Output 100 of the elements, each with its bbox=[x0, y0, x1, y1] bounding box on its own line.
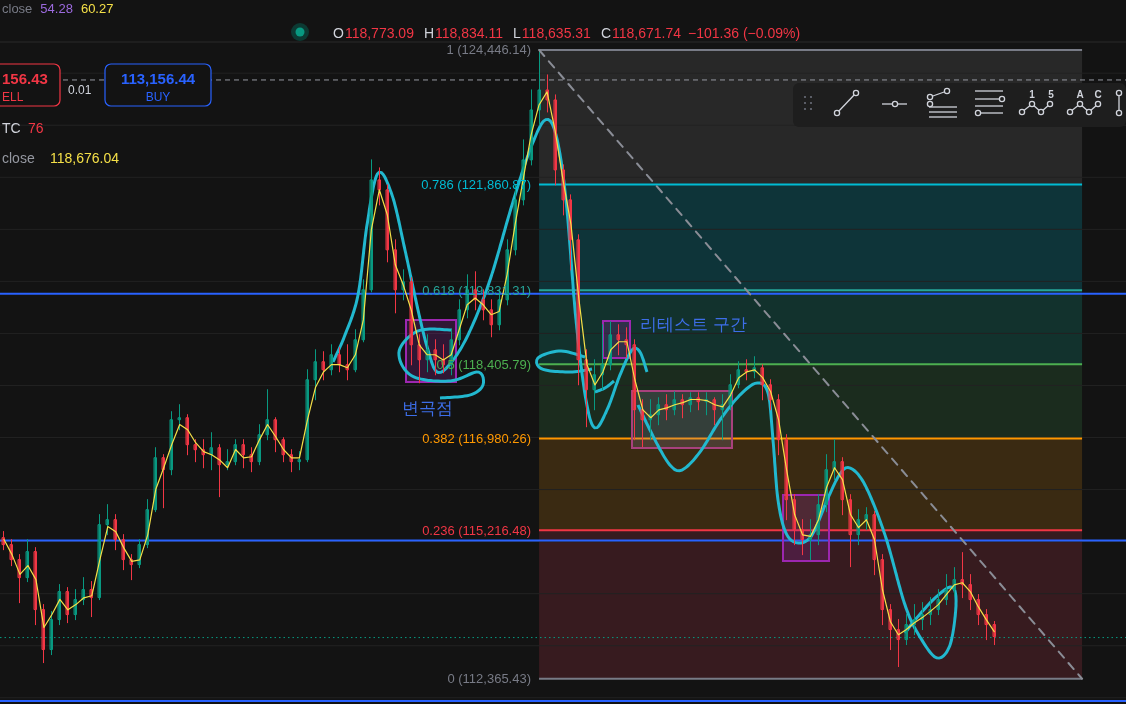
text: 118,834.11 bbox=[435, 25, 504, 41]
candlestick bbox=[306, 369, 309, 463]
candlestick bbox=[577, 234, 580, 386]
ref-line-label: 1 (124,446.14) bbox=[446, 42, 532, 58]
candlestick bbox=[258, 424, 261, 466]
candlestick bbox=[370, 159, 373, 293]
ref-line-label: 0.382 (116,980.26) bbox=[422, 431, 532, 447]
candlestick bbox=[186, 414, 189, 456]
candlestick bbox=[394, 239, 397, 314]
candlestick bbox=[58, 584, 61, 626]
annotation: 5 bbox=[1048, 89, 1055, 100]
candlestick bbox=[18, 554, 21, 604]
annotation: A bbox=[1076, 89, 1084, 100]
text: 118,773.09 bbox=[344, 25, 415, 41]
ref-line-label: 0.236 (115,216.48) bbox=[422, 522, 532, 538]
candlestick bbox=[897, 619, 900, 668]
candlestick bbox=[554, 94, 557, 186]
text: 60.27 bbox=[80, 1, 114, 16]
text: O bbox=[333, 25, 344, 41]
text: L bbox=[513, 25, 522, 41]
candlestick bbox=[649, 399, 652, 441]
candlestick bbox=[322, 351, 325, 381]
candlestick bbox=[346, 344, 349, 381]
candlestick bbox=[338, 347, 341, 373]
text: −101.36 (−0.09%) bbox=[688, 25, 801, 41]
annotation: 76 bbox=[28, 120, 44, 136]
candlestick bbox=[490, 299, 493, 338]
candlestick bbox=[713, 397, 716, 426]
annotation: 1 bbox=[1029, 89, 1036, 100]
candlestick bbox=[721, 394, 724, 441]
annotation: 0.01 bbox=[68, 83, 92, 97]
candlestick bbox=[226, 449, 229, 471]
candlestick bbox=[689, 392, 692, 413]
candlestick bbox=[538, 49, 541, 126]
candlestick bbox=[122, 534, 125, 571]
text: close bbox=[2, 1, 33, 16]
candlestick bbox=[530, 89, 533, 166]
annotation: 변곡점 bbox=[402, 399, 453, 418]
candlestick bbox=[585, 349, 588, 428]
candlestick bbox=[114, 514, 117, 551]
candlestick bbox=[809, 519, 812, 561]
candlestick bbox=[378, 167, 381, 206]
candlestick bbox=[929, 597, 932, 626]
candlestick bbox=[194, 439, 197, 463]
candlestick bbox=[330, 344, 333, 376]
candlestick bbox=[250, 447, 253, 473]
candlestick bbox=[274, 417, 277, 453]
candlestick bbox=[106, 504, 109, 536]
annotation: close bbox=[2, 150, 35, 166]
candlestick bbox=[609, 321, 612, 371]
candlestick bbox=[657, 397, 660, 426]
candlestick bbox=[298, 451, 301, 471]
candlestick bbox=[282, 437, 285, 463]
text: 118,635.31 bbox=[521, 25, 592, 41]
text: 54.28 bbox=[40, 1, 73, 16]
candlestick bbox=[410, 277, 413, 366]
text: 118,671.74 bbox=[612, 25, 682, 41]
text: C bbox=[600, 25, 611, 41]
annotation: ELL bbox=[2, 90, 24, 104]
annotation: TC bbox=[2, 120, 21, 136]
candlestick bbox=[154, 447, 157, 513]
candlestick bbox=[969, 574, 972, 611]
candlestick bbox=[593, 359, 596, 411]
candlestick bbox=[673, 391, 676, 416]
candlestick bbox=[210, 432, 213, 471]
candlestick bbox=[178, 404, 181, 431]
candlestick bbox=[418, 334, 421, 384]
candlestick bbox=[833, 439, 836, 481]
candlestick bbox=[617, 324, 620, 356]
candlestick bbox=[745, 359, 748, 381]
candlestick bbox=[218, 444, 221, 498]
candlestick bbox=[825, 454, 828, 513]
candlestick bbox=[290, 449, 293, 473]
annotation: BUY bbox=[145, 90, 171, 104]
candlestick bbox=[26, 539, 29, 583]
candlestick bbox=[601, 324, 604, 391]
candlestick bbox=[74, 589, 77, 621]
candlestick bbox=[34, 547, 37, 626]
candlestick bbox=[961, 552, 964, 599]
ref-line-label: 0 (112,365.43) bbox=[447, 671, 532, 687]
annotation: 156.43 bbox=[2, 70, 48, 87]
candlestick bbox=[729, 374, 732, 411]
candlestick bbox=[641, 399, 644, 448]
candlestick bbox=[170, 411, 173, 476]
candlestick bbox=[865, 507, 868, 531]
annotation: C bbox=[1094, 89, 1102, 100]
annotation: 113,156.44 bbox=[120, 70, 196, 87]
annotation: 리테스트 구간 bbox=[640, 315, 747, 334]
candlestick bbox=[434, 339, 437, 376]
candlestick bbox=[857, 509, 860, 546]
candlestick bbox=[953, 567, 956, 597]
candlestick bbox=[82, 577, 85, 606]
candlestick bbox=[98, 514, 101, 601]
text: H bbox=[423, 25, 435, 41]
candlestick bbox=[633, 339, 636, 441]
candlestick bbox=[314, 349, 317, 401]
candlestick bbox=[993, 621, 996, 646]
candlestick bbox=[761, 364, 764, 401]
annotation: 118,676.04 bbox=[50, 150, 120, 166]
candlestick bbox=[234, 439, 237, 466]
